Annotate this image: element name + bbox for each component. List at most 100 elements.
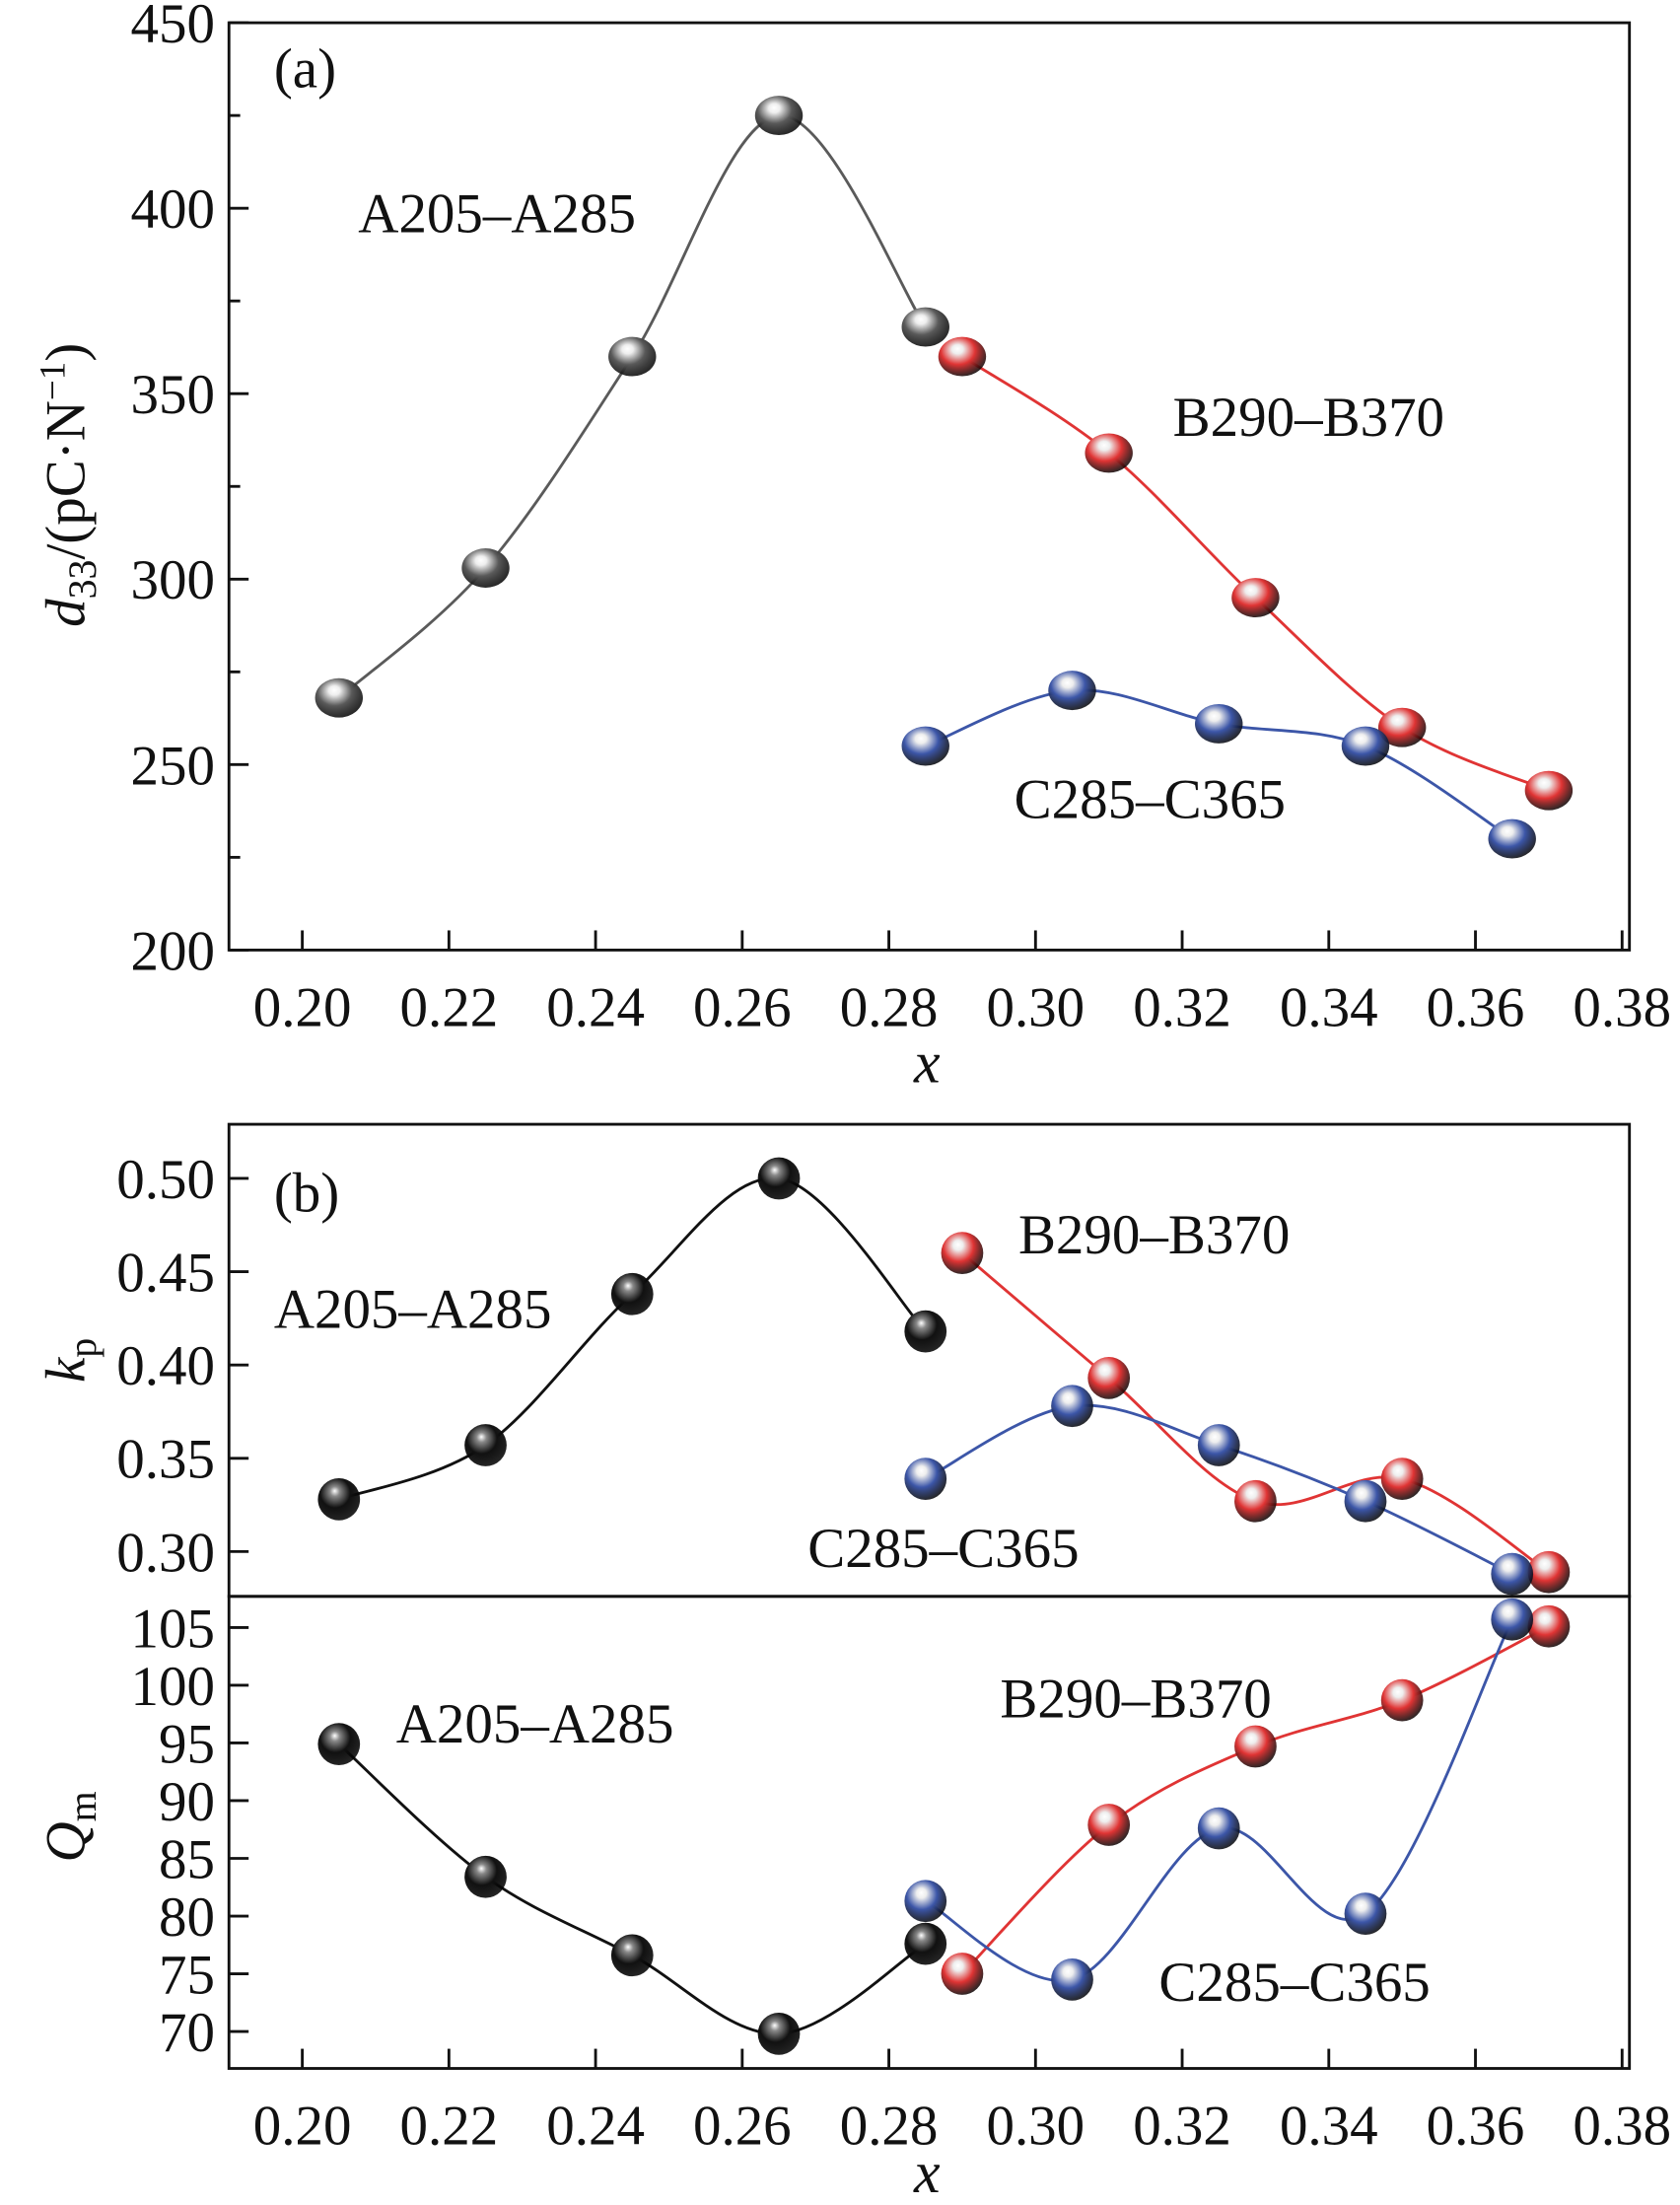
y-tick-label: 90: [159, 1771, 215, 1833]
x-tick-label: 0.34: [1280, 976, 1378, 1038]
series-label: B290–B370: [1018, 1204, 1290, 1266]
series-label: A205–A285: [274, 1279, 552, 1341]
x-tick-label: 0.20: [253, 2095, 352, 2157]
panel-label: (b): [274, 1162, 339, 1224]
y-label-main: Q: [35, 1821, 97, 1862]
x-axis-label: x: [913, 2140, 941, 2205]
y-label-main: k: [35, 1356, 97, 1383]
y-tick-label: 80: [159, 1886, 215, 1949]
data-point: [1231, 578, 1280, 618]
series-label: C285–C365: [1015, 768, 1286, 830]
data-point: [1488, 818, 1536, 859]
x-tick-label: 0.22: [399, 976, 498, 1038]
data-point: [464, 1855, 507, 1898]
y-tick-label: 200: [131, 920, 215, 982]
y-tick-label: 450: [131, 0, 215, 55]
y-tick-label: 300: [131, 549, 215, 611]
series-label: A205–A285: [358, 182, 636, 245]
y-tick-label: 0.30: [116, 1522, 215, 1584]
data-point: [608, 336, 657, 377]
x-tick-label: 0.26: [693, 976, 792, 1038]
x-tick-label: 0.22: [399, 2095, 498, 2157]
data-point: [1377, 707, 1427, 747]
series-line-0: [337, 1743, 927, 2035]
y-tick-label: 0.40: [116, 1335, 215, 1397]
data-point: [757, 1157, 801, 1200]
x-tick-label: 0.30: [986, 976, 1085, 1038]
data-point: [1195, 704, 1243, 744]
data-point: [1527, 1550, 1571, 1594]
x-tick-label: 0.30: [986, 2095, 1085, 2157]
series-label: C285–C365: [807, 1518, 1079, 1580]
data-point: [1524, 770, 1574, 811]
y-tick-label: 75: [159, 1944, 215, 2006]
y-tick-label: 400: [131, 178, 215, 241]
data-point: [610, 1272, 654, 1316]
data-point: [901, 307, 949, 347]
data-point: [315, 677, 364, 718]
data-point: [1087, 1357, 1131, 1399]
y-label-unit: /(pC·N: [35, 400, 97, 559]
y-tick-label: 105: [131, 1598, 215, 1660]
data-point: [1344, 1479, 1387, 1523]
series-label: B290–B370: [1000, 1668, 1271, 1730]
data-point: [1048, 671, 1096, 711]
data-point: [1051, 1958, 1093, 2001]
x-tick-label: 0.36: [1427, 2095, 1525, 2157]
data-point: [1380, 1678, 1424, 1722]
y-tick-label: 100: [131, 1656, 215, 1718]
data-point: [901, 726, 949, 766]
data-point: [904, 1458, 947, 1500]
plot-frame: [227, 21, 1632, 952]
data-point: [904, 1310, 947, 1353]
data-point: [938, 336, 987, 377]
x-tick-label: 0.38: [1573, 2095, 1671, 2157]
x-tick-label: 0.32: [1133, 976, 1231, 1038]
data-point: [904, 1922, 947, 1965]
data-point: [1051, 1385, 1093, 1428]
panel-label: (a): [274, 38, 336, 101]
data-point: [317, 1478, 361, 1521]
y-axis-label: Qm: [35, 1791, 104, 1862]
data-point: [1380, 1458, 1424, 1500]
data-point: [1197, 1807, 1240, 1850]
x-tick-label: 0.28: [840, 976, 939, 1038]
x-tick-label: 0.34: [1280, 2095, 1378, 2157]
x-tick-label: 0.24: [546, 976, 645, 1038]
series-label: B290–B370: [1173, 387, 1444, 449]
data-point: [1087, 1804, 1131, 1846]
y-label-sub: m: [60, 1791, 105, 1821]
data-point: [317, 1723, 361, 1765]
y-axis-label: kp: [35, 1338, 104, 1383]
data-point: [1197, 1424, 1240, 1466]
x-axis-label: x: [913, 1030, 941, 1095]
panel-1: 0.30 0.35 0.40 0.45 0.50 A205–A285 B290–B370 C2…: [35, 1122, 1632, 1599]
data-point: [461, 548, 510, 588]
y-tick-label: 0.50: [116, 1149, 215, 1211]
data-point: [1341, 726, 1390, 766]
x-tick-label: 0.24: [546, 2095, 645, 2157]
y-label-close: ): [35, 343, 97, 362]
y-tick-label: 350: [131, 364, 215, 426]
x-tick-label: 0.32: [1133, 2095, 1231, 2157]
data-point: [757, 2013, 801, 2055]
y-tick-label: 0.35: [116, 1429, 215, 1491]
data-point: [464, 1424, 507, 1466]
y-tick-label: 0.45: [116, 1243, 215, 1305]
x-tick-label: 0.20: [253, 976, 352, 1038]
data-point: [1491, 1552, 1534, 1596]
y-tick-label: 250: [131, 735, 215, 797]
y-label-sub: 33: [60, 560, 105, 600]
data-point: [754, 96, 804, 136]
y-label-sup: −1: [34, 362, 74, 400]
data-point: [1527, 1604, 1571, 1648]
x-tick-label: 0.26: [693, 2095, 792, 2157]
y-label-sub: p: [60, 1338, 105, 1358]
data-point: [1234, 1725, 1277, 1768]
data-point: [610, 1934, 654, 1977]
data-point: [1491, 1598, 1534, 1641]
x-tick-label: 0.28: [840, 2095, 939, 2157]
y-label-main: d: [35, 599, 97, 627]
